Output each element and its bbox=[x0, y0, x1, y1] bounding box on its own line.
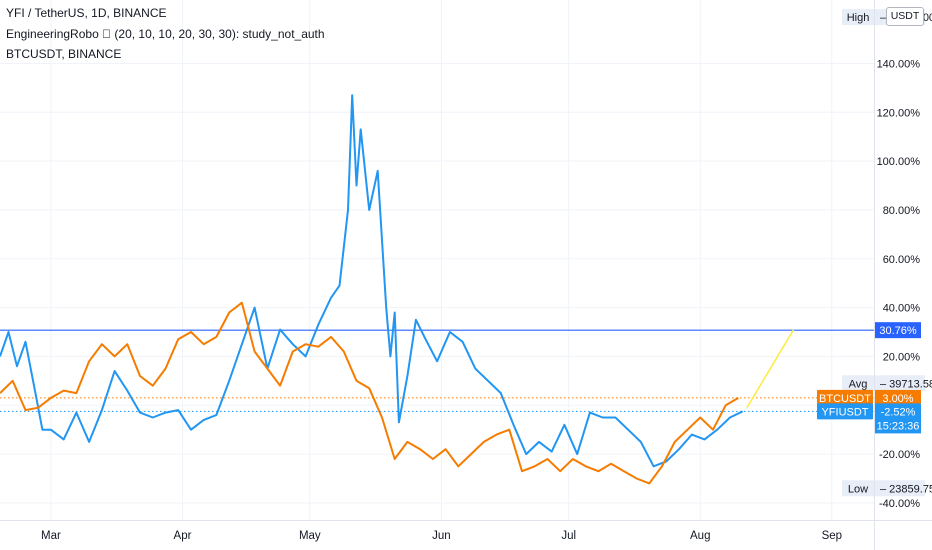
price-label-value: – 23859.75 bbox=[880, 483, 932, 495]
x-tick-label: Mar bbox=[41, 530, 61, 542]
y-tick-label: -20.00% bbox=[879, 449, 920, 461]
series-value-text: 3.00% bbox=[882, 393, 913, 405]
y-tick-label: 20.00% bbox=[883, 351, 921, 363]
chart-grid bbox=[0, 0, 874, 520]
hline-value-text: 30.76% bbox=[879, 325, 917, 337]
time-scale[interactable]: Mar Apr May Jun Jul Aug Sep bbox=[0, 520, 932, 543]
series-name-tag bbox=[817, 403, 873, 420]
countdown-text: 15:23:36 bbox=[877, 420, 920, 432]
x-tick-label: Apr bbox=[174, 530, 192, 542]
series-name-tag bbox=[817, 389, 873, 406]
series-layer bbox=[0, 94, 795, 485]
series-line-yfiusdt[interactable] bbox=[0, 94, 744, 468]
horizontal-lines bbox=[0, 329, 874, 412]
price-label-name: Avg bbox=[849, 378, 868, 390]
series-value-text: -2.52% bbox=[881, 406, 916, 418]
study-legend[interactable]: EngineeringRobo   (20, 10, 10, 20, 30, 3… bbox=[6, 27, 325, 41]
series-line-btcusdt[interactable] bbox=[0, 301, 739, 485]
symbol-title[interactable]: YFI / TetherUS, 1D, BINANCE bbox=[6, 6, 167, 20]
price-label-name: Low bbox=[848, 483, 868, 495]
x-tick-label: Jun bbox=[432, 530, 451, 542]
price-label-tag bbox=[842, 375, 874, 392]
price-label-value-bg bbox=[875, 480, 925, 497]
price-scale[interactable]: 140.00% 120.00% 100.00% 80.00% 60.00% 40.00% 2… bbox=[874, 0, 921, 550]
x-tick-label: Jul bbox=[561, 530, 576, 542]
price-label-name: High bbox=[847, 12, 870, 24]
series-name-text: YFIUSDT bbox=[821, 406, 868, 418]
price-label-tag bbox=[842, 9, 874, 26]
y-tick-label: -40.00% bbox=[879, 498, 920, 510]
compare-legend[interactable]: BTCUSDT, BINANCE bbox=[6, 47, 122, 61]
price-label-value-bg bbox=[875, 375, 925, 392]
x-tick-label: May bbox=[299, 530, 321, 542]
y-tick-label: 100.00% bbox=[877, 156, 921, 168]
projection-line[interactable] bbox=[746, 329, 795, 409]
x-tick-label: Sep bbox=[822, 530, 842, 542]
y-tick-label: 60.00% bbox=[883, 254, 921, 266]
series-value-badge bbox=[875, 403, 921, 434]
hline-value-badge bbox=[875, 322, 921, 339]
price-label-value: – 39713.58 bbox=[880, 378, 932, 390]
price-label-tag bbox=[842, 480, 874, 497]
x-tick-label: Aug bbox=[690, 530, 710, 542]
series-name-text: BTCUSDT bbox=[819, 393, 871, 405]
y-tick-label: 40.00% bbox=[883, 303, 921, 315]
y-tick-label: 80.00% bbox=[883, 205, 921, 217]
y-tick-label: 120.00% bbox=[877, 107, 921, 119]
series-value-badge bbox=[875, 389, 921, 406]
currency-button[interactable]: USDT bbox=[886, 7, 924, 26]
y-tick-label: 140.00% bbox=[877, 58, 921, 70]
